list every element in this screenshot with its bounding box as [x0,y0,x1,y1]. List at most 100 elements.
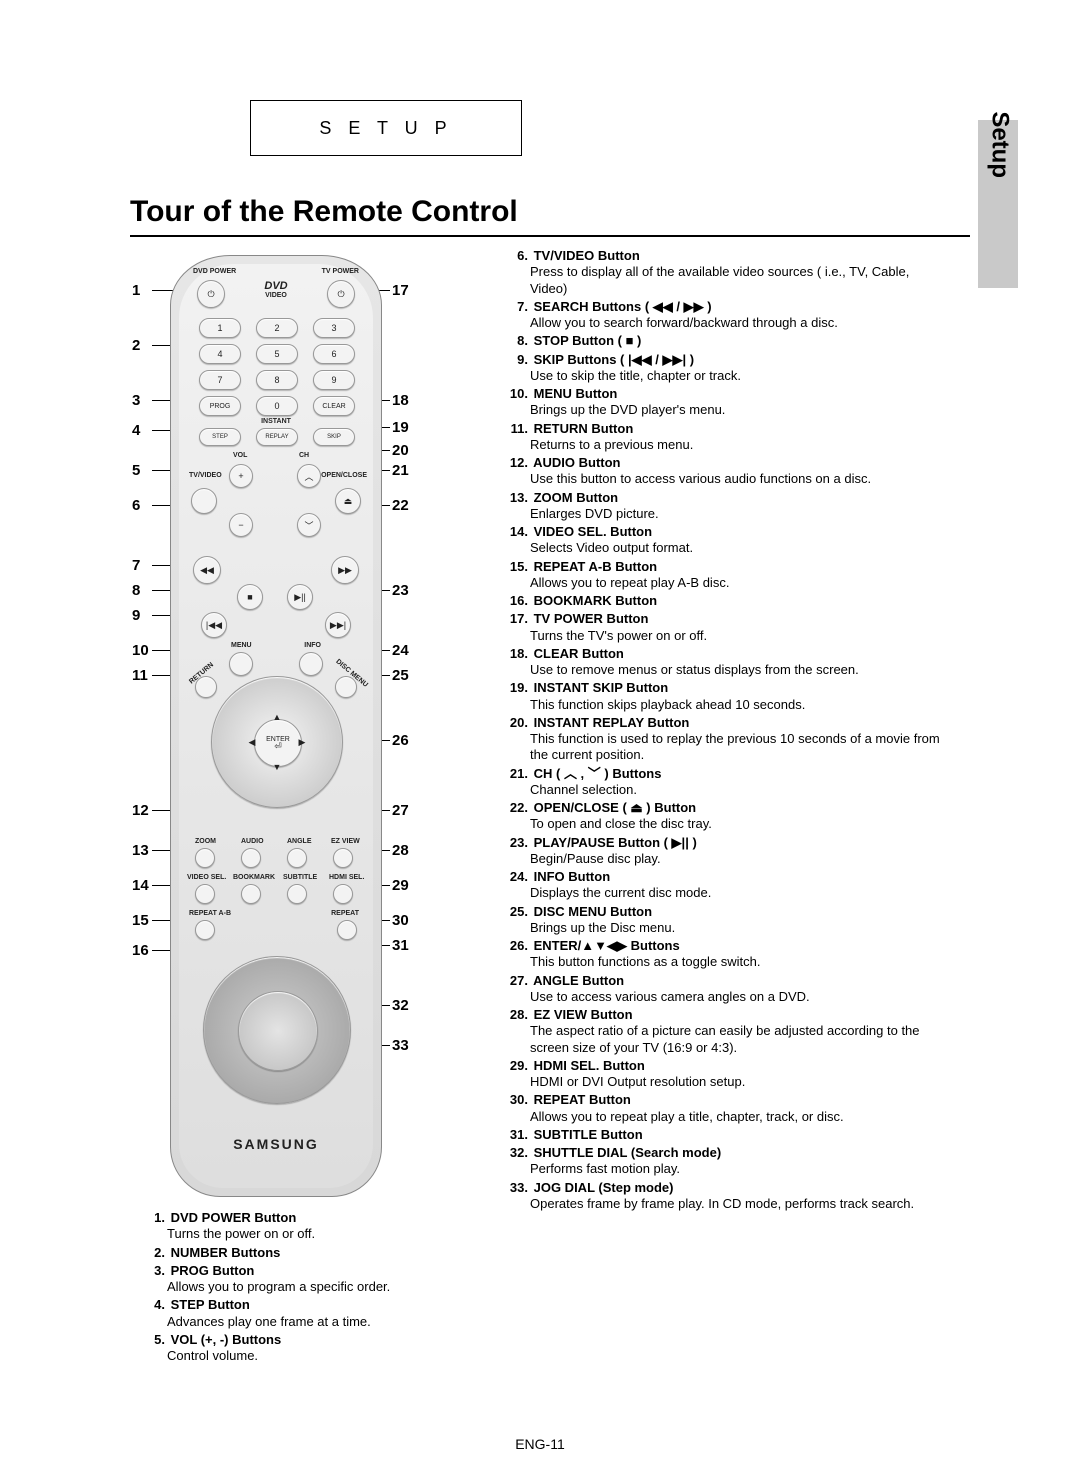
play-pause-button[interactable]: ▶|| [287,584,313,610]
callout-23: 23 [392,582,409,599]
jog-dial[interactable] [238,991,318,1071]
legend-item: 2. NUMBER Buttons [145,1245,475,1261]
callout-25: 25 [392,667,409,684]
legend-item: 33. JOG DIAL (Step mode)Operates frame b… [508,1180,948,1213]
num-8-button[interactable]: 8 [256,370,298,390]
num-2-button[interactable]: 2 [256,318,298,338]
legend-desc: Returns to a previous menu. [530,437,948,453]
legend-desc: This function is used to replay the prev… [530,731,948,764]
legend-heading: 27. ANGLE Button [508,973,624,988]
legend-desc: Brings up the DVD player's menu. [530,402,948,418]
legend-item: 17. TV POWER ButtonTurns the TV's power … [508,611,948,644]
legend-desc: Turns the power on or off. [167,1226,475,1242]
legend-right: 6. TV/VIDEO ButtonPress to display all o… [508,248,948,1214]
legend-item: 19. INSTANT SKIP ButtonThis function ski… [508,680,948,713]
legend-item: 7. SEARCH Buttons ( ◀◀ / ▶▶ )Allow you t… [508,299,948,332]
vol-down-button[interactable]: − [229,513,253,537]
search-fwd-button[interactable]: ▶▶ [331,556,359,584]
legend-heading: 28. EZ VIEW Button [508,1007,633,1022]
brand-logo: SAMSUNG [171,1136,381,1152]
num-7-button[interactable]: 7 [199,370,241,390]
num-4-button[interactable]: 4 [199,344,241,364]
legend-heading: 23. PLAY/PAUSE Button ( ▶|| ) [508,835,697,850]
label-audio: AUDIO [241,838,264,845]
label-subtitle: SUBTITLE [283,874,317,881]
bookmark-button[interactable] [241,884,261,904]
legend-heading: 14. VIDEO SEL. Button [508,524,652,539]
legend-heading: 29. HDMI SEL. Button [508,1058,645,1073]
num-5-button[interactable]: 5 [256,344,298,364]
ch-down-button[interactable]: ﹀ [297,513,321,537]
tvvideo-button[interactable] [191,488,217,514]
callout-20: 20 [392,442,409,459]
legend-item: 6. TV/VIDEO ButtonPress to display all o… [508,248,948,297]
legend-item: 23. PLAY/PAUSE Button ( ▶|| )Begin/Pause… [508,835,948,868]
callout-2: 2 [132,337,140,354]
subtitle-button[interactable] [287,884,307,904]
repeatab-button[interactable] [195,920,215,940]
legend-item: 1. DVD POWER ButtonTurns the power on or… [145,1210,475,1243]
callout-17: 17 [392,282,409,299]
legend-heading: 8. STOP Button ( ■ ) [508,333,641,348]
legend-heading: 10. MENU Button [508,386,617,401]
manual-page: S E T U P Setup Tour of the Remote Contr… [0,0,1080,1482]
label-openclose: OPEN/CLOSE [321,472,367,479]
legend-item: 30. REPEAT ButtonAllows you to repeat pl… [508,1092,948,1125]
stop-button[interactable]: ■ [237,584,263,610]
instant-skip-button[interactable]: SKIP [313,428,355,446]
legend-desc: Selects Video output format. [530,540,948,556]
side-tab-text: Setup [986,111,1014,178]
instant-replay-button[interactable]: REPLAY [256,428,298,446]
ch-up-button[interactable]: ︿ [297,464,321,488]
legend-item: 26. ENTER/▲▼◀▶ ButtonsThis button functi… [508,938,948,971]
remote-diagram: 12345678910111213141516 1718192021222324… [170,255,380,1195]
num-3-button[interactable]: 3 [313,318,355,338]
callout-27: 27 [392,802,409,819]
legend-item: 29. HDMI SEL. ButtonHDMI or DVI Output r… [508,1058,948,1091]
vol-up-button[interactable]: + [229,464,253,488]
audio-button[interactable] [241,848,261,868]
label-zoom: ZOOM [195,838,216,845]
legend-heading: 1. DVD POWER Button [145,1210,296,1225]
callout-14: 14 [132,877,149,894]
num-1-button[interactable]: 1 [199,318,241,338]
callout-8: 8 [132,582,140,599]
clear-button[interactable]: CLEAR [313,396,355,416]
hdmisel-button[interactable] [333,884,353,904]
legend-desc: This button functions as a toggle switch… [530,954,948,970]
zoom-button[interactable] [195,848,215,868]
legend-heading: 26. ENTER/▲▼◀▶ Buttons [508,938,680,953]
legend-desc: Use this button to access various audio … [530,471,948,487]
step-button[interactable]: STEP [199,428,241,446]
callout-24: 24 [392,642,409,659]
num-9-button[interactable]: 9 [313,370,355,390]
angle-button[interactable] [287,848,307,868]
callout-28: 28 [392,842,409,859]
legend-desc: Enlarges DVD picture. [530,506,948,522]
num-6-button[interactable]: 6 [313,344,355,364]
legend-desc: Brings up the Disc menu. [530,920,948,936]
ezview-button[interactable] [333,848,353,868]
openclose-button[interactable]: ⏏ [335,488,361,514]
repeat-button[interactable] [337,920,357,940]
label-tv-power: TV POWER [322,268,359,275]
label-angle: ANGLE [287,838,312,845]
legend-heading: 21. CH ( ︿ , ﹀ ) Buttons [508,766,661,781]
legend-heading: 30. REPEAT Button [508,1092,631,1107]
legend-heading: 9. SKIP Buttons ( |◀◀ / ▶▶| ) [508,352,694,367]
section-chip-text: S E T U P [319,118,452,139]
label-repeat: REPEAT [331,910,359,917]
legend-item: 32. SHUTTLE DIAL (Search mode)Performs f… [508,1145,948,1178]
videosel-button[interactable] [195,884,215,904]
nav-ring[interactable]: ENTER ⏎ ▲ ▼ ◀ ▶ [211,676,343,808]
callout-29: 29 [392,877,409,894]
label-ezview: EZ VIEW [331,838,360,845]
legend-heading: 4. STEP Button [145,1297,250,1312]
num-0-button[interactable]: 0 [256,396,298,416]
search-back-button[interactable]: ◀◀ [193,556,221,584]
remote-body: DVD POWER TV POWER ⏻ ⏻ DVD VIDEO 1234567… [170,255,382,1197]
legend-item: 27. ANGLE ButtonUse to access various ca… [508,973,948,1006]
prog-button[interactable]: PROG [199,396,241,416]
legend-desc: Allows you to repeat play A-B disc. [530,575,948,591]
shuttle-dial[interactable] [203,956,351,1104]
